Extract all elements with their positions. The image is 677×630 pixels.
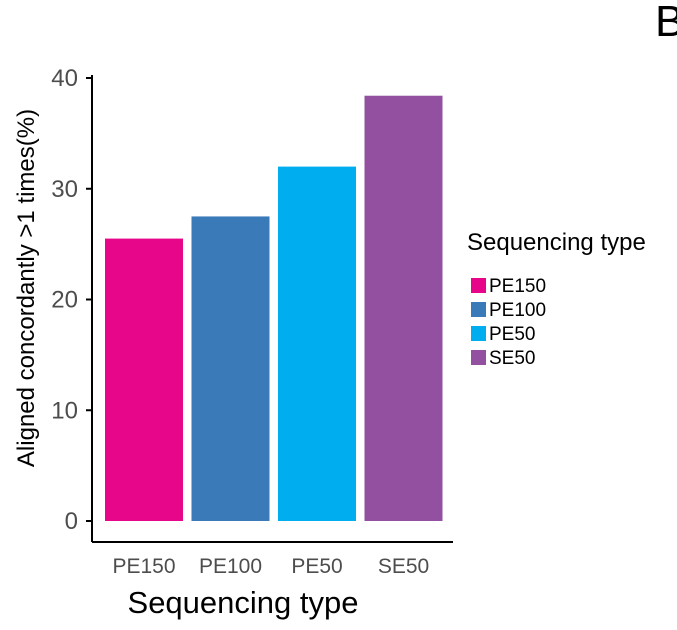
legend-swatch-pe100: [471, 302, 486, 317]
legend-label-pe50: PE50: [489, 324, 535, 345]
legend-title: Sequencing type: [467, 229, 646, 256]
x-tick-label-pe50: PE50: [291, 555, 342, 578]
y-tick-label-10: 10: [51, 397, 78, 424]
y-axis-title: Aligned concordantly >1 times(%): [13, 109, 40, 467]
x-tick-label-pe150: PE150: [112, 555, 175, 578]
legend-swatch-se50: [471, 350, 486, 365]
panel-letter: B: [655, 0, 677, 46]
y-tick-label-20: 20: [51, 287, 78, 314]
x-axis-title: Sequencing type: [128, 585, 359, 620]
y-tick-label-0: 0: [65, 508, 78, 535]
x-tick-label-pe100: PE100: [199, 555, 262, 578]
legend-label-pe100: PE100: [489, 300, 546, 321]
bar-se50: [364, 95, 443, 521]
bar-pe150: [105, 238, 183, 521]
legend-label-se50: SE50: [489, 348, 535, 369]
y-tick-label-30: 30: [51, 176, 78, 203]
legend-label-pe150: PE150: [489, 276, 546, 297]
x-tick-label-se50: SE50: [378, 555, 429, 578]
y-ticks: 0 10 20 30 40: [51, 65, 92, 535]
bars: [105, 95, 443, 521]
x-ticks: PE150 PE100 PE50 SE50: [112, 555, 429, 578]
legend: Sequencing type PE150 PE100 PE50 SE50: [467, 229, 646, 369]
y-tick-label-40: 40: [51, 65, 78, 92]
legend-swatch-pe150: [471, 278, 486, 293]
bar-pe100: [191, 216, 270, 521]
bar-pe50: [278, 166, 356, 521]
legend-swatch-pe50: [471, 326, 486, 341]
